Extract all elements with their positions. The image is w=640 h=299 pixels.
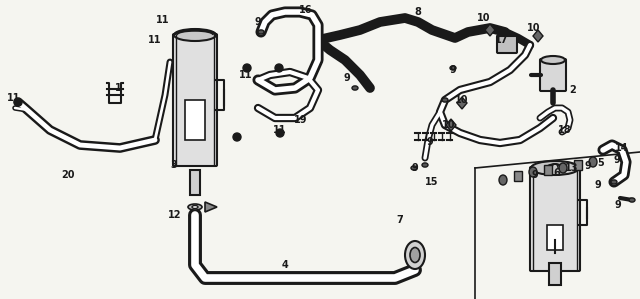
- Text: 11: 11: [7, 93, 20, 103]
- Text: 13: 13: [565, 163, 579, 173]
- Text: 10: 10: [455, 95, 468, 105]
- Ellipse shape: [188, 204, 202, 210]
- Text: 8: 8: [415, 7, 421, 17]
- Ellipse shape: [629, 198, 635, 202]
- Text: 3: 3: [171, 160, 177, 170]
- FancyBboxPatch shape: [530, 167, 580, 271]
- Bar: [544, 165, 552, 175]
- Ellipse shape: [422, 163, 428, 167]
- Polygon shape: [533, 30, 543, 42]
- FancyBboxPatch shape: [173, 34, 217, 166]
- Circle shape: [276, 129, 284, 137]
- Ellipse shape: [589, 157, 597, 167]
- Text: 16: 16: [300, 5, 313, 15]
- Text: 15: 15: [425, 177, 439, 187]
- Text: 9: 9: [344, 73, 350, 83]
- Ellipse shape: [450, 66, 456, 70]
- Ellipse shape: [405, 241, 425, 269]
- Text: 10: 10: [442, 120, 456, 130]
- Text: 10: 10: [477, 13, 491, 23]
- Text: 9: 9: [450, 65, 456, 75]
- Polygon shape: [485, 24, 495, 36]
- Ellipse shape: [258, 30, 264, 34]
- Polygon shape: [457, 97, 467, 109]
- Polygon shape: [446, 119, 456, 131]
- Text: 1: 1: [115, 83, 122, 93]
- Text: 11: 11: [148, 35, 162, 45]
- Text: 5: 5: [598, 158, 604, 168]
- Ellipse shape: [352, 86, 358, 90]
- Text: 6: 6: [554, 168, 561, 178]
- Circle shape: [233, 133, 241, 141]
- Text: 10: 10: [527, 23, 541, 33]
- FancyBboxPatch shape: [540, 59, 566, 91]
- Bar: [574, 160, 582, 170]
- Text: 20: 20: [61, 170, 75, 180]
- Polygon shape: [205, 202, 217, 212]
- Bar: [547, 225, 563, 250]
- Ellipse shape: [499, 175, 507, 185]
- FancyBboxPatch shape: [497, 36, 517, 53]
- Ellipse shape: [174, 29, 216, 41]
- Text: 12: 12: [168, 210, 182, 220]
- Text: 9: 9: [427, 137, 433, 147]
- Text: 9: 9: [614, 200, 621, 210]
- Circle shape: [243, 64, 251, 72]
- Ellipse shape: [611, 180, 617, 184]
- Ellipse shape: [531, 161, 579, 175]
- Text: 11: 11: [156, 15, 170, 25]
- Text: 9: 9: [412, 163, 419, 173]
- Bar: [514, 171, 522, 181]
- Ellipse shape: [192, 205, 198, 208]
- Ellipse shape: [541, 56, 565, 64]
- Text: 9: 9: [532, 170, 538, 180]
- Text: 4: 4: [282, 260, 289, 270]
- Text: 14: 14: [615, 143, 628, 153]
- Ellipse shape: [559, 163, 567, 173]
- Text: 9: 9: [255, 17, 261, 27]
- Text: 2: 2: [570, 85, 577, 95]
- Bar: [549, 263, 561, 285]
- Circle shape: [275, 64, 283, 72]
- Text: 11: 11: [239, 70, 253, 80]
- Text: 19: 19: [294, 115, 308, 125]
- Text: 9: 9: [595, 180, 602, 190]
- Ellipse shape: [442, 98, 448, 102]
- Text: 9: 9: [614, 155, 620, 165]
- Text: 9: 9: [584, 161, 591, 171]
- Ellipse shape: [411, 166, 417, 170]
- Bar: [190, 170, 200, 195]
- Text: 18: 18: [558, 125, 572, 135]
- Text: 17: 17: [495, 35, 509, 45]
- Text: 11: 11: [273, 125, 287, 135]
- Ellipse shape: [410, 248, 420, 263]
- Bar: [185, 100, 205, 140]
- Text: 7: 7: [397, 215, 403, 225]
- Ellipse shape: [529, 167, 537, 177]
